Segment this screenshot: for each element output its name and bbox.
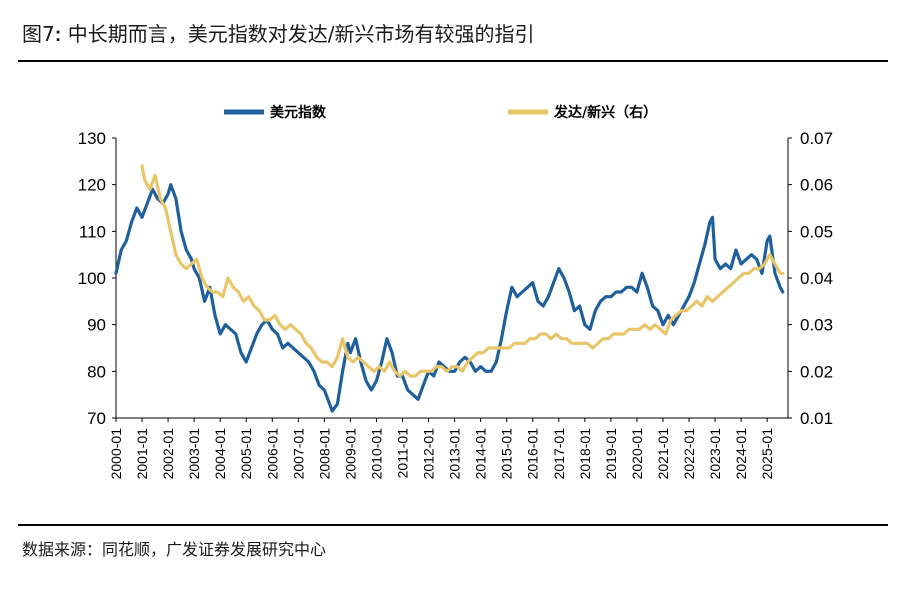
x-tick-label: 2023-01 — [707, 428, 723, 480]
left-y-tick-label: 80 — [87, 362, 106, 381]
developed-emerging-ratio-line — [140, 164, 785, 378]
x-tick-label: 2019-01 — [603, 428, 619, 480]
x-tick-label: 2024-01 — [733, 428, 749, 480]
x-tick-label: 2020-01 — [629, 428, 645, 480]
left-y-tick-label: 70 — [87, 409, 106, 428]
x-tick-label: 2001-01 — [134, 428, 150, 480]
x-tick-label: 2005-01 — [238, 428, 254, 480]
legend: 美元指数 发达/新兴（右） — [224, 104, 657, 121]
x-tick-label: 2013-01 — [447, 428, 463, 480]
figure-title-text: 中长期而言，美元指数对发达/新兴市场有较强的指引 — [67, 22, 535, 46]
x-tick-label: 2004-01 — [212, 428, 228, 480]
left-y-tick-label: 120 — [78, 176, 106, 195]
x-tick-label: 2002-01 — [160, 428, 176, 480]
legend-label: 美元指数 — [270, 104, 327, 121]
x-tick-label: 2012-01 — [421, 428, 437, 480]
left-y-tick-label: 110 — [79, 222, 106, 241]
x-tick-label: 2021-01 — [655, 428, 671, 480]
figure-label: 图7 — [22, 22, 55, 46]
right-y-tick-label: 0.07 — [800, 129, 833, 148]
x-tick-label: 2006-01 — [264, 428, 280, 480]
bottom-rule — [18, 524, 888, 526]
right-y-tick-label: 0.03 — [800, 316, 833, 335]
x-tick-label: 2017-01 — [551, 428, 567, 480]
legend-label: 发达/新兴（右） — [553, 104, 657, 121]
dollar-index-line — [114, 183, 785, 413]
data-source-note: 数据来源：同花顺，广发证券发展研究中心 — [22, 540, 327, 559]
axes-layer: 70 80 90 100 110 120 130 0.01 0.02 0.03 0.04 0.05 0.… — [78, 129, 833, 479]
x-tick-label: 2018-01 — [577, 428, 593, 480]
figure-title: 图7: 中长期而言，美元指数对发达/新兴市场有较强的指引 — [22, 18, 535, 47]
right-y-tick-label: 0.01 — [800, 409, 833, 428]
top-rule — [18, 60, 888, 62]
left-y-tick-label: 100 — [78, 269, 106, 288]
x-tick-label: 2000-01 — [108, 428, 124, 480]
series-layer — [114, 164, 785, 413]
right-y-tick-label: 0.04 — [800, 269, 833, 288]
x-tick-label: 2015-01 — [499, 428, 515, 480]
x-tick-label: 2009-01 — [342, 428, 358, 480]
left-y-tick-label: 130 — [78, 129, 106, 148]
x-tick-label: 2025-01 — [759, 428, 775, 480]
x-tick-label: 2011-01 — [395, 428, 411, 479]
x-tick-label: 2022-01 — [681, 428, 697, 480]
x-tick-label: 2007-01 — [290, 428, 306, 480]
left-y-tick-label: 90 — [87, 316, 106, 335]
x-tick-label: 2008-01 — [316, 428, 332, 480]
figure-label-colon: : — [54, 24, 62, 46]
x-tick-label: 2010-01 — [368, 428, 384, 480]
right-y-tick-label: 0.05 — [800, 222, 833, 241]
right-y-tick-label: 0.02 — [800, 362, 833, 381]
right-y-tick-label: 0.06 — [800, 176, 833, 195]
x-tick-label: 2016-01 — [525, 428, 541, 480]
x-tick-label: 2014-01 — [473, 428, 489, 480]
x-tick-label: 2003-01 — [186, 428, 202, 480]
